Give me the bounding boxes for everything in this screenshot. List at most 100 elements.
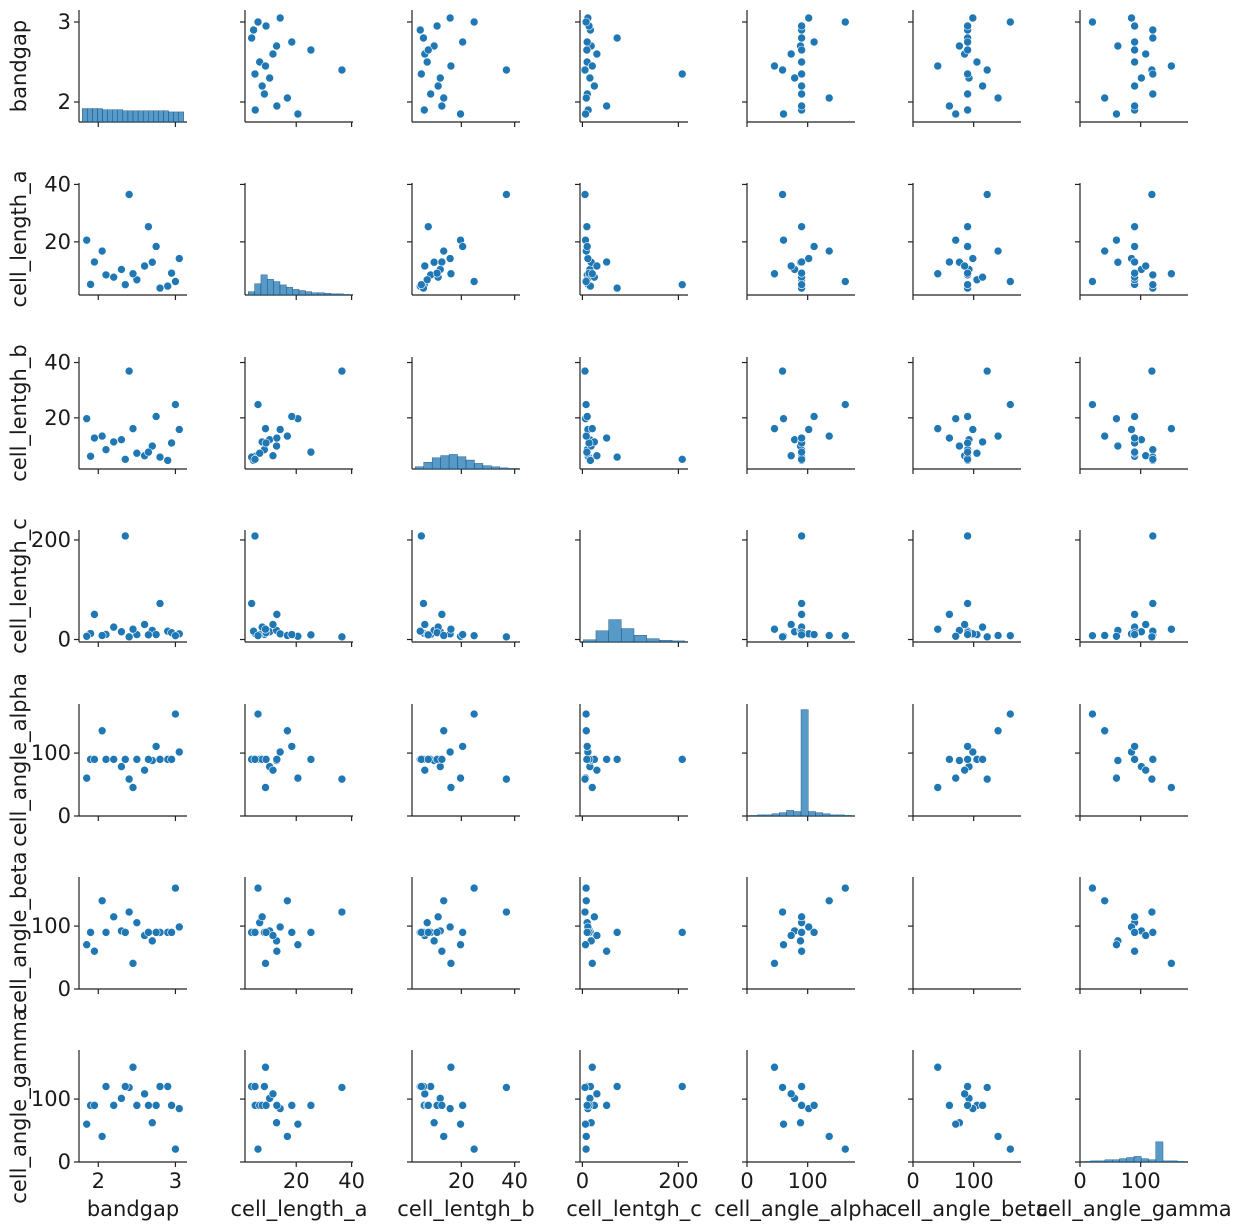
hist-bar [260, 274, 268, 296]
hist-bar [646, 638, 660, 643]
scatter-point [86, 451, 95, 461]
scatter-point [109, 755, 119, 764]
scatter-point [963, 105, 972, 115]
scatter-point [612, 1082, 622, 1091]
scatter-point [602, 1101, 611, 1110]
scatter-point [770, 424, 779, 433]
scatter-point [261, 1101, 271, 1110]
hist-bar [465, 459, 475, 470]
scatter-point [582, 742, 592, 751]
scatter-point [592, 765, 602, 775]
scatter-point [124, 774, 134, 784]
panel-cell_angle_alpha-vs-cell_angle_beta [908, 704, 1021, 821]
scatter-point [786, 49, 796, 59]
hist-bar [178, 111, 184, 123]
scatter-point [778, 1083, 787, 1092]
panel-cell_angle_alpha-vs-cell_angle_gamma [1075, 704, 1188, 821]
scatter-point [585, 73, 595, 83]
hist-bar [431, 457, 441, 470]
scatter-point [1147, 190, 1157, 199]
scatter-point [456, 773, 465, 783]
panel-cell_angle_gamma-vs-cell_length_a [240, 1050, 353, 1167]
scatter-point [101, 1082, 111, 1091]
scatter-point [1130, 928, 1139, 937]
hist-bar [148, 110, 154, 123]
scatter-point [582, 928, 592, 937]
scatter-point [1130, 946, 1139, 956]
x-tick-label: 100 [788, 1169, 828, 1193]
scatter-point [786, 1089, 796, 1099]
x-tick-label: 40 [501, 1169, 528, 1193]
scatter-point [90, 946, 99, 956]
scatter-point [432, 21, 442, 31]
scatter-point [797, 89, 806, 99]
scatter-point [1148, 755, 1158, 764]
scatter-point [993, 246, 1003, 256]
scatter-point [90, 755, 99, 764]
scatter-point [778, 907, 787, 917]
scatter-point [439, 246, 449, 256]
y-axis-title: cell_angle_alpha [7, 673, 32, 847]
scatter-point [582, 242, 592, 251]
scatter-point [770, 959, 779, 968]
scatter-point [1130, 630, 1139, 639]
scatter-point [587, 424, 597, 433]
hist-bar [608, 619, 622, 643]
scatter-point [128, 424, 138, 433]
scatter-point [581, 883, 591, 893]
scatter-point [1167, 783, 1176, 792]
scatter-point [933, 61, 943, 71]
scatter-point [97, 431, 107, 441]
scatter-point [963, 268, 972, 278]
scatter-point [420, 261, 430, 271]
scatter-point [586, 456, 595, 465]
x-tick-label: 0 [1073, 1169, 1086, 1193]
scatter-point [82, 1119, 92, 1129]
x-tick-label: 100 [954, 1169, 994, 1193]
x-tick-label: 20 [283, 1169, 310, 1193]
x-axis-title: cell_length_a [231, 1197, 368, 1222]
scatter-point [171, 277, 180, 286]
scatter-point [287, 928, 297, 937]
scatter-point [1148, 270, 1158, 280]
scatter-point [797, 599, 806, 608]
panel-cell_angle_gamma-vs-cell_angle_gamma [1075, 1050, 1188, 1167]
scatter-point [249, 25, 258, 35]
scatter-point [778, 632, 787, 642]
panel-cell_length_a-vs-cell_angle_gamma [1075, 183, 1188, 300]
scatter-point [426, 1082, 435, 1091]
scatter-point [945, 433, 954, 443]
scatter-point [90, 1101, 99, 1110]
scatter-point [779, 235, 788, 245]
scatter-point [155, 1082, 165, 1091]
hist-bar [457, 456, 467, 470]
scatter-point [261, 1062, 270, 1072]
scatter-point [423, 928, 433, 937]
scatter-point [429, 1118, 439, 1128]
scatter-point [933, 783, 943, 792]
scatter-point [587, 783, 597, 792]
panel-cell_lentgh_c-vs-cell_angle_alpha [742, 530, 855, 647]
hist-bar [829, 814, 838, 817]
scatter-point [287, 1101, 297, 1110]
scatter-point [809, 242, 819, 251]
scatter-point [446, 1062, 456, 1072]
scatter-point [840, 17, 850, 27]
scatter-point [582, 222, 592, 231]
scatter-point [1130, 222, 1139, 231]
scatter-point [1148, 531, 1158, 541]
y-tick-label: 20 [44, 230, 71, 254]
scatter-point [840, 400, 850, 409]
y-tick-label: 40 [44, 172, 71, 196]
scatter-point [945, 610, 954, 619]
scatter-point [253, 400, 263, 409]
panel-cell_angle_alpha-vs-cell_lentgh_b [407, 704, 520, 821]
scatter-point [429, 41, 439, 51]
scatter-point [174, 747, 184, 757]
scatter-point [972, 448, 982, 458]
scatter-point [155, 452, 165, 462]
hist-bar [815, 812, 823, 817]
scatter-point [445, 13, 455, 23]
scatter-point [437, 610, 447, 619]
scatter-point [1088, 400, 1097, 409]
